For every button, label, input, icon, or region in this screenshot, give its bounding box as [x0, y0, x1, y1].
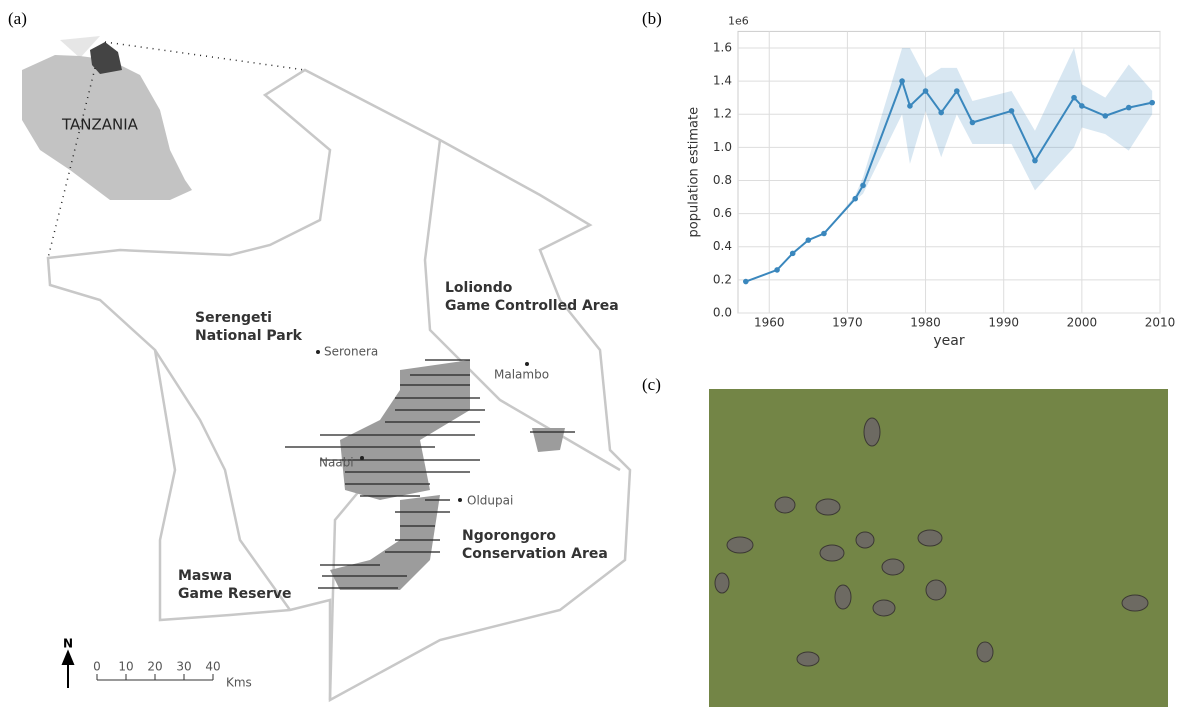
point	[907, 103, 913, 109]
point	[899, 78, 905, 84]
y-tick-label: 0.2	[713, 272, 732, 286]
y-axis-label: population estimate	[687, 107, 702, 238]
figure: (a) (b) (c) TANZANIA Serengeti National …	[0, 0, 1178, 707]
area-label: National Park	[195, 328, 303, 344]
photo	[709, 389, 1168, 707]
place-label: Oldupai	[467, 494, 513, 508]
area-label: Game Controlled Area	[445, 298, 619, 314]
point	[938, 110, 944, 116]
y-tick-label: 1.6	[713, 40, 732, 54]
y-tick-label: 0.8	[713, 173, 732, 187]
point	[970, 120, 976, 126]
point	[1009, 108, 1015, 114]
axis-offset-label: 1e6	[728, 14, 749, 27]
place-label: Seronera	[324, 345, 378, 359]
panel-label: (b)	[642, 9, 662, 28]
y-tick-label: 1.4	[713, 74, 732, 88]
area-label: Game Reserve	[178, 586, 292, 602]
y-tick-label: 1.0	[713, 140, 732, 154]
point	[1071, 95, 1077, 101]
point	[954, 88, 960, 94]
point	[1149, 100, 1155, 106]
point	[852, 196, 858, 202]
point	[790, 251, 796, 257]
x-tick-label: 1980	[910, 316, 941, 330]
area-label: Loliondo	[445, 280, 513, 296]
place-label: Naabi	[319, 456, 354, 470]
panel-label: (a)	[8, 9, 27, 28]
x-tick-label: 2010	[1145, 316, 1176, 330]
x-tick-label: 1970	[832, 316, 863, 330]
x-tick-label: 1990	[988, 316, 1019, 330]
scale-tick: 30	[176, 660, 191, 674]
scale-tick: 40	[205, 660, 220, 674]
chart: 0.0 0.2 0.4 0.6 0.8 1.0 1.2 1.4 1.6 1960 1970 1980 1…	[687, 14, 1176, 349]
area-label: Ngorongoro	[462, 528, 556, 544]
inset-label: TANZANIA	[61, 116, 139, 134]
scale-tick: 10	[118, 660, 133, 674]
x-tick-label: 1960	[754, 316, 785, 330]
area-label: Maswa	[178, 568, 232, 584]
panel-label: (c)	[642, 375, 661, 394]
point	[860, 183, 866, 189]
x-tick-label: 2000	[1067, 316, 1098, 330]
north-label: N	[63, 637, 73, 651]
point	[1032, 158, 1038, 164]
y-tick-label: 0.6	[713, 206, 732, 220]
y-tick-label: 1.2	[713, 107, 732, 121]
point	[1126, 105, 1132, 111]
y-tick-label: 0.0	[713, 306, 732, 320]
point	[806, 237, 812, 243]
scale-tick: 0	[93, 660, 101, 674]
scale-tick: 20	[147, 660, 162, 674]
scale-unit: Kms	[226, 676, 252, 690]
y-tick-label: 0.4	[713, 239, 732, 253]
point	[821, 231, 827, 237]
point	[743, 279, 749, 285]
place-label: Malambo	[494, 368, 549, 382]
x-axis-label: year	[933, 333, 964, 349]
point	[1102, 113, 1108, 119]
point	[923, 88, 929, 94]
point	[774, 267, 780, 273]
area-label: Serengeti	[195, 310, 272, 326]
area-label: Conservation Area	[462, 546, 608, 562]
point	[1079, 103, 1085, 109]
